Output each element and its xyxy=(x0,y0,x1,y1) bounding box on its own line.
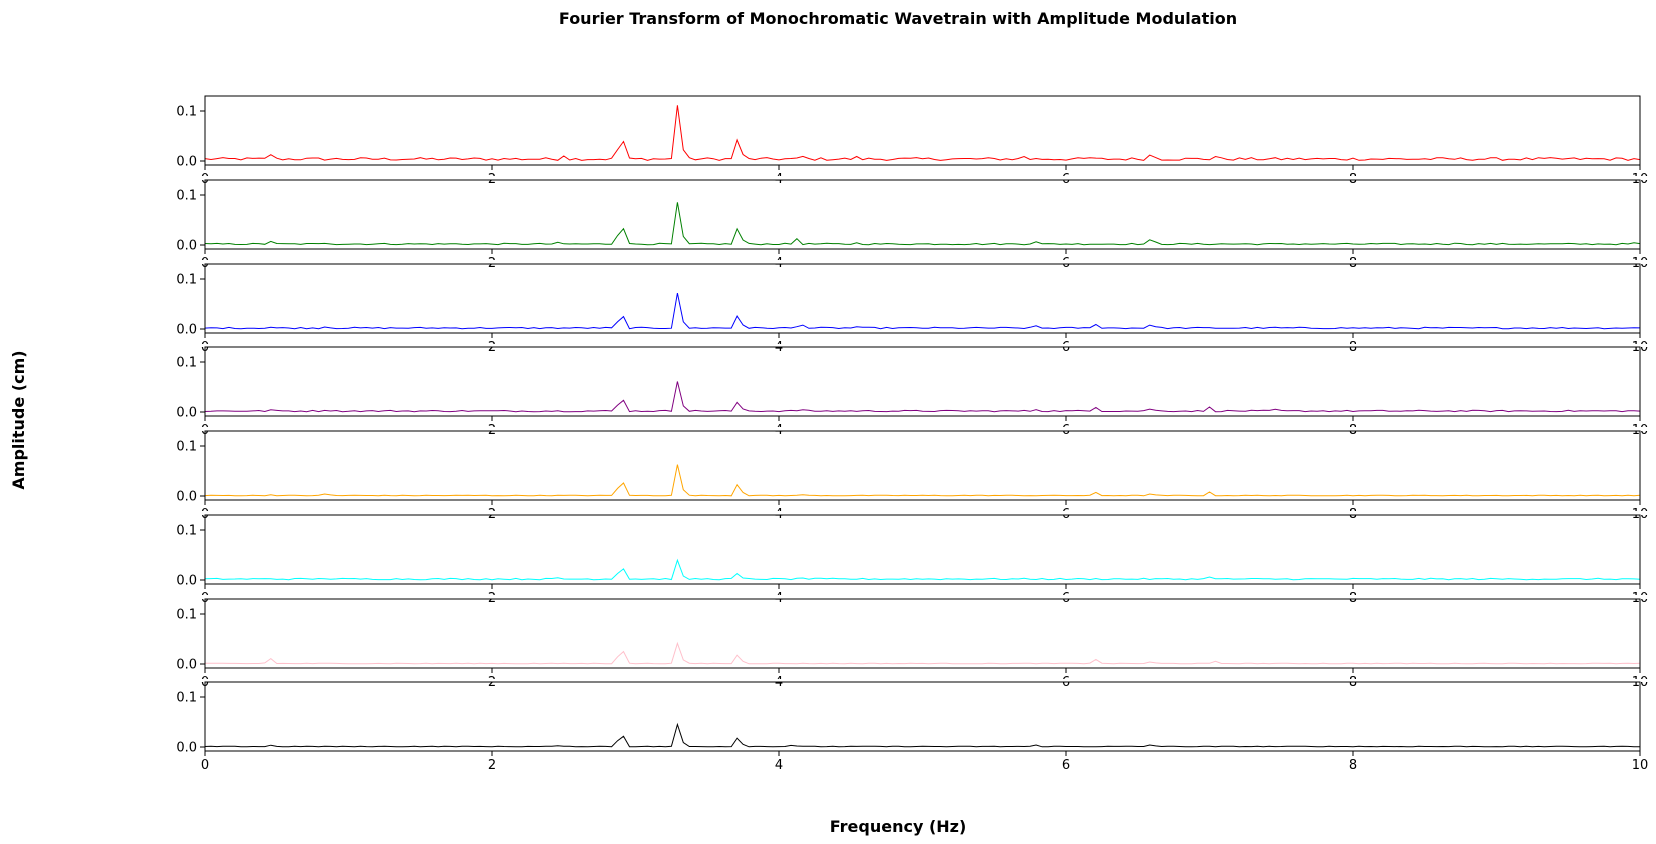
subplot-7: 0.00.10 2 4 6 8 10 xyxy=(175,598,1656,690)
y-tick-label: 0.1 xyxy=(176,105,197,120)
subplot-frame-7 xyxy=(204,598,1641,669)
spectrum-line-7 xyxy=(204,641,1641,665)
subplot-frame-8 xyxy=(204,681,1641,752)
spectrum-line-4 xyxy=(204,381,1641,413)
spectrum-line-1 xyxy=(204,105,1641,161)
y-tick-label: 0.0 xyxy=(176,239,197,254)
panel-gap xyxy=(175,260,1656,264)
spectrum-line-3 xyxy=(204,292,1641,330)
subplot-panels: 0.00.102468100.00.102468100.00.102468100… xyxy=(175,95,1656,773)
y-axis-label: Amplitude (cm) xyxy=(9,350,28,489)
x-tick-label: 10 xyxy=(1632,758,1649,773)
y-tick-label: 0.1 xyxy=(176,440,197,455)
spectrum-line-6 xyxy=(204,558,1641,581)
y-tick-label: 0.0 xyxy=(176,574,197,589)
y-tick-label: 0.1 xyxy=(176,524,197,539)
x-tick-label: 2 xyxy=(488,758,496,773)
panel-gap xyxy=(175,595,1656,599)
subplot-frame-6 xyxy=(204,514,1641,585)
subplot-frame-1 xyxy=(204,95,1641,166)
y-tick-label: 0.0 xyxy=(176,490,197,505)
y-tick-label: 0.1 xyxy=(176,691,197,706)
panel-gap xyxy=(175,679,1656,682)
x-axis-label: Frequency (Hz) xyxy=(830,817,967,836)
x-tick-label: 4 xyxy=(775,758,783,773)
x-tick-label: 6 xyxy=(1062,758,1070,773)
panel-gap xyxy=(175,344,1656,347)
panel-gap xyxy=(175,511,1656,515)
y-tick-label: 0.0 xyxy=(176,155,197,170)
spectrum-line-8 xyxy=(204,722,1641,748)
x-tick-label: 8 xyxy=(1349,758,1357,773)
subplot-frame-3 xyxy=(204,263,1641,334)
subplot-8: 0.0 0.1 0 2 4 6 8 10 xyxy=(176,681,1649,773)
x-tick-label: 0 xyxy=(201,758,209,773)
y-tick-label: 0.0 xyxy=(176,406,197,421)
y-tick-label: 0.0 xyxy=(176,741,197,756)
chart-title: Fourier Transform of Monochromatic Wavet… xyxy=(559,9,1237,28)
subplot-frame-4 xyxy=(204,346,1641,417)
subplot-frame-2 xyxy=(204,179,1641,250)
y-tick-label: 0.1 xyxy=(176,189,197,204)
y-tick-label: 0.0 xyxy=(176,323,197,338)
subplot-3: 0.00.10 2 4 6 8 10 xyxy=(175,263,1656,355)
subplot-frame-5 xyxy=(204,430,1641,501)
spectrum-line-2 xyxy=(204,202,1641,246)
y-tick-label: 0.1 xyxy=(176,608,197,623)
panel-gap xyxy=(175,427,1656,431)
y-tick-label: 0.0 xyxy=(176,658,197,673)
y-tick-label: 0.1 xyxy=(176,273,197,288)
y-tick-label: 0.1 xyxy=(176,356,197,371)
spectrum-line-5 xyxy=(204,464,1641,497)
panel-gap xyxy=(175,176,1656,180)
